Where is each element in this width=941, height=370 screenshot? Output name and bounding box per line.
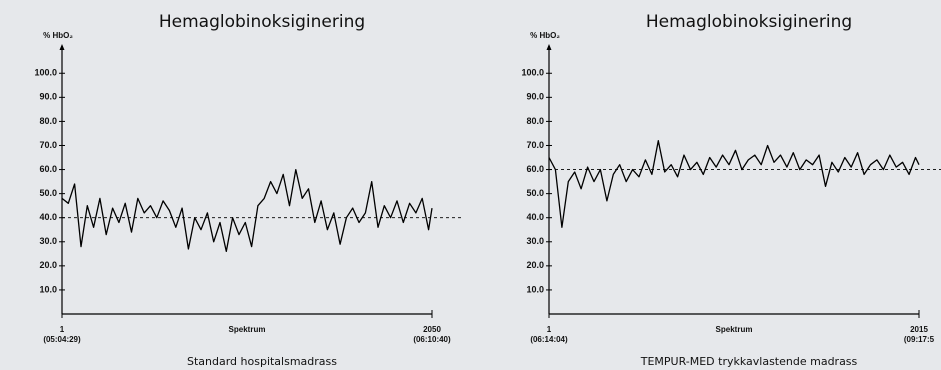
y-tick-label: 10.0 (39, 284, 57, 294)
y-tick-label: 50.0 (526, 188, 544, 198)
x-tick-time: (05:04:29) (43, 335, 81, 344)
x-axis-label: Spektrum (716, 325, 753, 334)
y-tick-label: 70.0 (526, 140, 544, 150)
data-line (61, 168, 433, 253)
x-tick-label: 1 (60, 325, 65, 334)
x-tick-time: (09:17:5 (904, 335, 935, 344)
x-tick-time: (06:14:04) (530, 335, 568, 344)
y-tick-label: 60.0 (39, 164, 57, 174)
x-tick-time: (06:10:40) (413, 335, 451, 344)
y-tick-label: 100.0 (521, 68, 544, 78)
x-axis-label: Spektrum (229, 325, 266, 334)
y-axis-label: % HbO₂ (43, 31, 73, 40)
y-tick-label: 90.0 (526, 92, 544, 102)
y-tick-label: 80.0 (526, 116, 544, 126)
y-tick-label: 40.0 (39, 212, 57, 222)
y-tick-label: 20.0 (39, 260, 57, 270)
y-tick-label: 10.0 (526, 284, 544, 294)
y-tick-label: 60.0 (526, 164, 544, 174)
data-line (548, 140, 920, 228)
chart-title: Hemaglobinoksiginering (159, 12, 365, 32)
y-tick-label: 30.0 (39, 236, 57, 246)
y-tick-label: 50.0 (39, 188, 57, 198)
x-tick-label: 1 (547, 325, 552, 334)
y-tick-label: 20.0 (526, 260, 544, 270)
y-tick-label: 40.0 (526, 212, 544, 222)
y-axis-arrow (59, 44, 65, 50)
chart-title: Hemaglobinoksiginering (646, 12, 852, 32)
x-tick-label: 2050 (423, 325, 441, 334)
y-tick-label: 30.0 (526, 236, 544, 246)
y-axis-arrow (546, 44, 552, 50)
y-tick-label: 90.0 (39, 92, 57, 102)
caption: TEMPUR-MED trykkavlastende madrass (640, 355, 858, 368)
y-tick-label: 80.0 (39, 116, 57, 126)
y-tick-label: 70.0 (39, 140, 57, 150)
y-axis-label: % HbO₂ (530, 31, 560, 40)
caption: Standard hospitalsmadrass (187, 355, 337, 368)
x-tick-label: 2015 (910, 325, 928, 334)
y-tick-label: 100.0 (34, 68, 57, 78)
